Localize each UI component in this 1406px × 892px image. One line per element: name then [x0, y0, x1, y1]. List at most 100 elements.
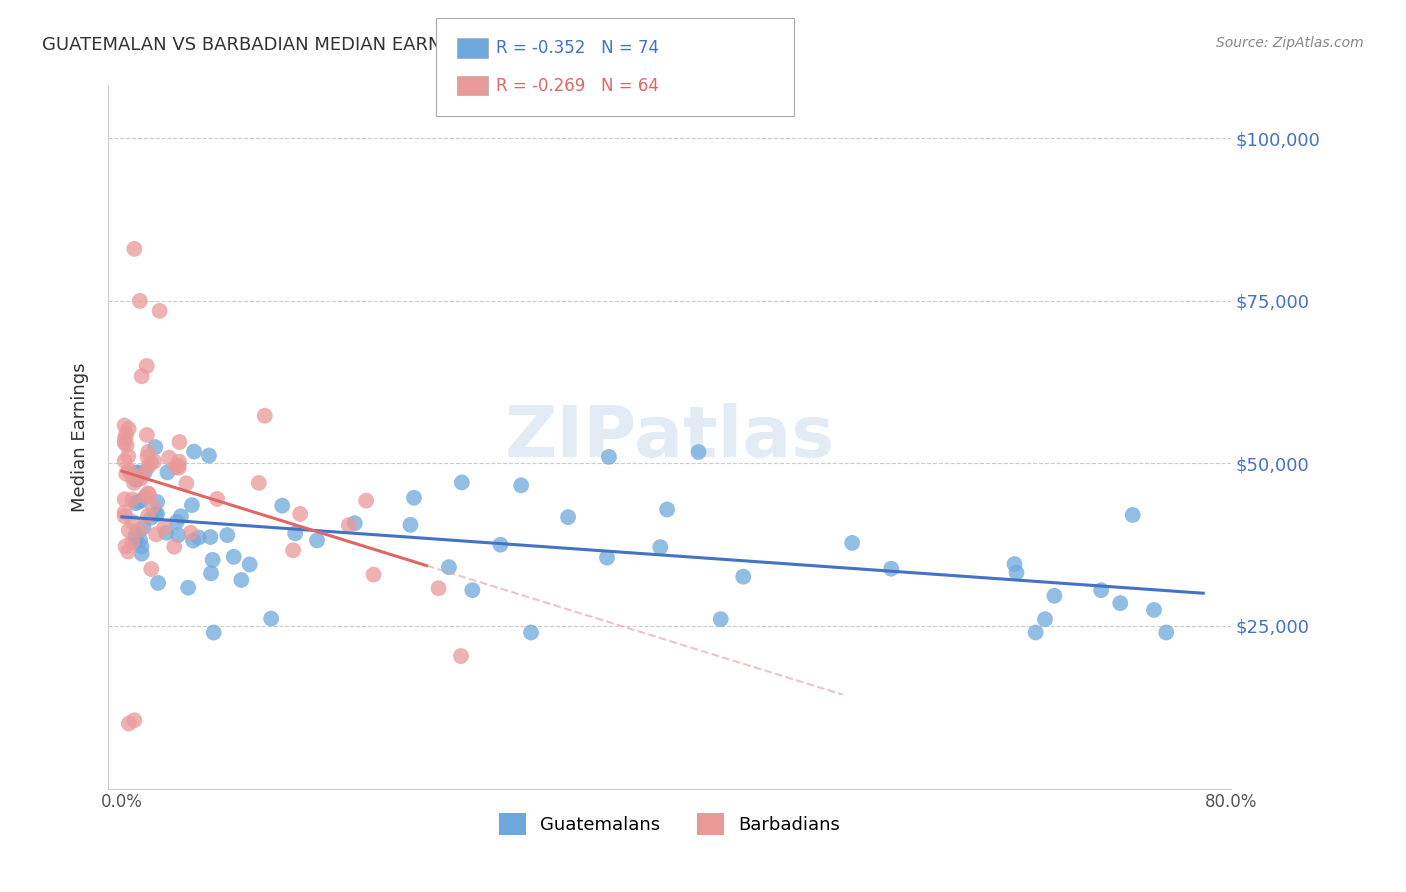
- Guatemalans: [167, 528, 190, 542]
- Guatemalans: [145, 508, 167, 522]
- Guatemalans: [239, 558, 262, 572]
- Barbadians: [114, 454, 136, 468]
- Barbadians: [118, 716, 141, 731]
- Barbadians: [145, 527, 167, 541]
- Barbadians: [281, 543, 304, 558]
- Barbadians: [121, 534, 143, 549]
- Barbadians: [114, 505, 136, 519]
- Text: R = -0.269   N = 64: R = -0.269 N = 64: [496, 77, 659, 95]
- Guatemalans: [688, 445, 710, 459]
- Barbadians: [118, 463, 141, 477]
- Barbadians: [115, 427, 138, 442]
- Barbadians: [136, 450, 159, 464]
- Barbadians: [247, 475, 270, 490]
- Legend: Guatemalans, Barbadians: Guatemalans, Barbadians: [492, 806, 848, 843]
- Text: R = -0.352   N = 74: R = -0.352 N = 74: [496, 39, 659, 57]
- Barbadians: [288, 507, 311, 521]
- Guatemalans: [181, 533, 204, 548]
- Guatemalans: [1122, 508, 1144, 522]
- Barbadians: [363, 567, 385, 582]
- Barbadians: [115, 467, 138, 481]
- Guatemalans: [156, 466, 179, 480]
- Text: Source: ZipAtlas.com: Source: ZipAtlas.com: [1216, 36, 1364, 50]
- Barbadians: [114, 540, 136, 554]
- Guatemalans: [181, 498, 204, 512]
- Guatemalans: [132, 520, 155, 534]
- Guatemalans: [131, 540, 153, 554]
- Barbadians: [167, 454, 190, 468]
- Guatemalans: [187, 531, 209, 545]
- Barbadians: [117, 544, 139, 558]
- Barbadians: [450, 649, 472, 664]
- Guatemalans: [402, 491, 425, 505]
- Guatemalans: [222, 549, 245, 564]
- Guatemalans: [1005, 566, 1028, 580]
- Barbadians: [124, 713, 146, 727]
- Guatemalans: [305, 533, 328, 548]
- Barbadians: [134, 490, 156, 504]
- Guatemalans: [1090, 583, 1112, 598]
- Guatemalans: [598, 450, 620, 464]
- Barbadians: [136, 486, 159, 500]
- Barbadians: [138, 458, 160, 473]
- Barbadians: [128, 523, 150, 537]
- Guatemalans: [155, 525, 177, 540]
- Guatemalans: [134, 465, 156, 479]
- Guatemalans: [733, 569, 755, 583]
- Guatemalans: [201, 553, 224, 567]
- Barbadians: [131, 369, 153, 384]
- Barbadians: [114, 435, 136, 450]
- Guatemalans: [146, 507, 169, 521]
- Guatemalans: [129, 533, 152, 547]
- Barbadians: [205, 491, 228, 506]
- Barbadians: [165, 460, 187, 475]
- Guatemalans: [710, 612, 733, 626]
- Guatemalans: [170, 509, 193, 524]
- Guatemalans: [146, 576, 169, 591]
- Barbadians: [115, 438, 138, 452]
- Guatemalans: [271, 499, 294, 513]
- Guatemalans: [1043, 589, 1066, 603]
- Text: GUATEMALAN VS BARBADIAN MEDIAN EARNINGS CORRELATION CHART: GUATEMALAN VS BARBADIAN MEDIAN EARNINGS …: [42, 36, 686, 54]
- Guatemalans: [139, 510, 162, 524]
- Guatemalans: [127, 466, 149, 480]
- Guatemalans: [183, 444, 205, 458]
- Guatemalans: [231, 573, 253, 587]
- Guatemalans: [510, 478, 533, 492]
- Guatemalans: [596, 550, 619, 565]
- Barbadians: [121, 515, 143, 529]
- Guatemalans: [125, 466, 148, 480]
- Barbadians: [135, 359, 157, 373]
- Barbadians: [149, 303, 172, 318]
- Guatemalans: [131, 547, 153, 561]
- Guatemalans: [1025, 625, 1047, 640]
- Guatemalans: [131, 493, 153, 508]
- Barbadians: [138, 487, 160, 501]
- Barbadians: [124, 242, 146, 256]
- Barbadians: [114, 418, 136, 433]
- Guatemalans: [127, 495, 149, 509]
- Guatemalans: [200, 530, 222, 544]
- Guatemalans: [260, 611, 283, 625]
- Guatemalans: [343, 516, 366, 531]
- Guatemalans: [125, 472, 148, 486]
- Barbadians: [169, 435, 191, 450]
- Guatemalans: [520, 625, 543, 640]
- Guatemalans: [880, 562, 903, 576]
- Guatemalans: [125, 532, 148, 546]
- Guatemalans: [125, 527, 148, 541]
- Guatemalans: [284, 526, 307, 541]
- Guatemalans: [841, 536, 863, 550]
- Guatemalans: [1033, 612, 1056, 626]
- Guatemalans: [650, 540, 672, 554]
- Guatemalans: [450, 475, 472, 490]
- Guatemalans: [1004, 557, 1026, 571]
- Barbadians: [157, 450, 180, 465]
- Barbadians: [153, 521, 176, 535]
- Guatemalans: [200, 566, 222, 581]
- Text: ZIPatlas: ZIPatlas: [505, 403, 835, 472]
- Barbadians: [176, 476, 198, 491]
- Barbadians: [114, 492, 136, 507]
- Guatemalans: [655, 502, 678, 516]
- Barbadians: [167, 460, 190, 475]
